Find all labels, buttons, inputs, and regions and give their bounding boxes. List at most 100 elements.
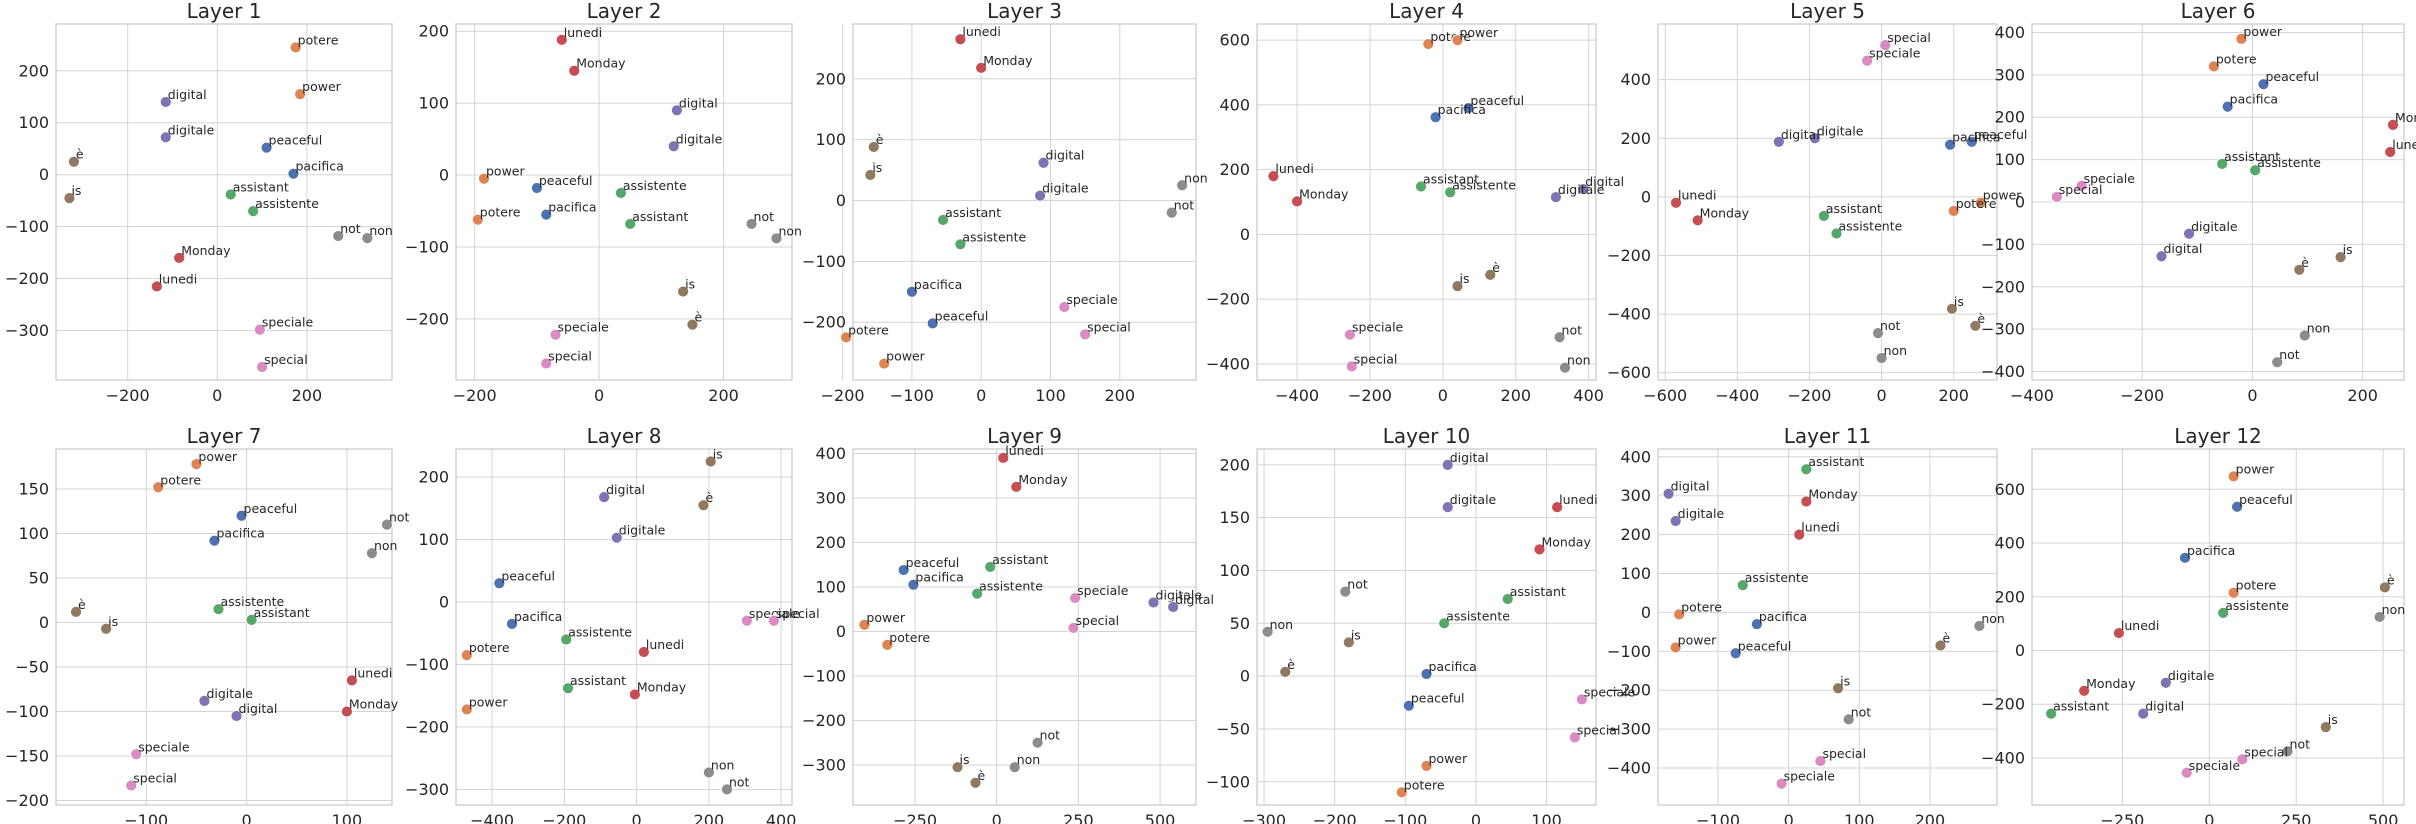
x-tick-label: 0: [976, 386, 986, 405]
x-tick-label: 200: [2347, 386, 2378, 405]
point-label: è: [1287, 657, 1295, 672]
scatter-point: [1484, 268, 1497, 281]
scatter-point: [1501, 593, 1514, 605]
y-tick-label: −100: [5, 217, 49, 236]
point-label: assistente: [623, 178, 687, 193]
scatter-point: [1147, 596, 1160, 609]
panel-title: Layer 10: [1383, 424, 1471, 448]
scatter-point: [150, 280, 163, 293]
scatter-point: [1441, 458, 1454, 471]
point-label: pacifica: [914, 277, 962, 292]
scatter-point: [1165, 206, 1178, 219]
y-tick-label: 600: [1994, 480, 2025, 499]
scatter-point: [1176, 179, 1189, 192]
scatter-point: [1553, 331, 1566, 344]
point-label: potere: [469, 640, 510, 655]
x-tick-label: 500: [1145, 811, 1176, 824]
scatter-point: [1441, 501, 1454, 514]
x-tick-label: 0: [212, 386, 222, 405]
scatter-point: [1817, 210, 1830, 222]
x-tick-label: 0: [992, 811, 1002, 824]
y-tick-label: 0: [1641, 603, 1651, 622]
scatter-point: [493, 577, 506, 590]
panel-layer-1: −200 0 200 −300 −200 −100 0 100 200 Layer 1 potere…: [5, 0, 393, 405]
point-label: not: [1040, 728, 1061, 743]
scatter-point: [1793, 528, 1806, 541]
point-label: assistant: [2224, 149, 2280, 164]
x-tick-label: 0: [632, 811, 642, 824]
scatter-point: [478, 172, 490, 185]
plot-frame: [852, 448, 1197, 806]
y-tick-label: −400: [1981, 748, 2025, 767]
point-label: is: [713, 446, 723, 461]
scatter-point: [1947, 205, 1960, 217]
scatter-point: [1420, 760, 1433, 772]
scatter-point: [1031, 736, 1044, 749]
scatter-point: [954, 33, 967, 46]
scatter-point: [1832, 682, 1844, 695]
point-label: digitale: [1678, 506, 1725, 521]
point-label: pacifica: [514, 609, 562, 624]
point-label: power: [486, 164, 525, 179]
point-label: pacifica: [1759, 609, 1807, 624]
point-label: power: [198, 449, 237, 464]
x-tick-label: 200: [708, 386, 739, 405]
scatter-point: [1814, 755, 1827, 767]
panel-title: Layer 2: [587, 0, 662, 23]
x-tick-label: −600: [1643, 386, 1687, 405]
point-label: potere: [1956, 196, 1997, 211]
point-label: digital: [1781, 127, 1820, 142]
x-tick-label: 200: [292, 386, 323, 405]
point-label: not: [1851, 704, 1872, 719]
y-tick-label: 0: [1240, 667, 1250, 686]
scatter-point: [100, 622, 113, 635]
y-tick-label: −100: [1206, 772, 1250, 791]
point-label: power: [1983, 188, 2022, 203]
y-tick-label: 100: [1620, 564, 1651, 583]
point-label: non: [1270, 617, 1294, 632]
y-tick-label: 0: [2015, 641, 2025, 660]
point-label: peaceful: [1470, 93, 1524, 108]
x-tick-label: 0: [2247, 386, 2257, 405]
scatter-point: [1420, 668, 1433, 680]
scatter-point: [628, 688, 641, 701]
point-label: Monday: [637, 679, 687, 694]
panel-layer-9: −250 0 250 500 −300 −200 −100 0 100 200 300 400 Laye…: [802, 424, 1214, 824]
point-label: pacifica: [1429, 659, 1477, 674]
scatter-point: [1079, 328, 1092, 341]
scatter-point: [1261, 625, 1274, 638]
y-tick-label: 0: [2015, 193, 2025, 212]
scatter-point: [1429, 111, 1442, 124]
scatter-point: [954, 238, 967, 251]
scatter-point: [345, 674, 358, 687]
point-label: is: [1954, 294, 1964, 309]
y-tick-label: −300: [5, 321, 49, 340]
scatter-point: [1775, 777, 1788, 790]
y-tick-label: 100: [418, 530, 449, 549]
point-label: lunedi: [354, 665, 392, 680]
point-label: power: [866, 610, 905, 625]
scatter-point: [2384, 146, 2397, 158]
panel-layer-2: −200 0 200 −200 −100 0 100 200 Layer 2 lunedi Mond…: [405, 0, 802, 405]
scatter-point: [1669, 641, 1682, 654]
panel-layer-11: −100 0 100 200 −400 −300 −200 −100 0 100 200 300 400…: [1607, 424, 2005, 824]
point-label: lunedi: [1801, 520, 1839, 535]
point-label: è: [2301, 255, 2309, 270]
scatter-point: [2373, 611, 2386, 623]
point-label: digitale: [168, 122, 215, 137]
point-label: assistente: [568, 624, 632, 639]
point-label: not: [2290, 736, 2311, 751]
point-label: potere: [298, 32, 339, 47]
scatter-point: [2281, 745, 2294, 758]
point-label: power: [1678, 632, 1717, 647]
scatter-point: [858, 618, 871, 631]
y-tick-label: −50: [15, 658, 49, 677]
scatter-point: [63, 192, 76, 205]
y-tick-label: 200: [1620, 525, 1651, 544]
y-tick-label: 400: [1620, 447, 1651, 466]
scatter-point: [1438, 617, 1451, 630]
point-label: power: [469, 694, 508, 709]
scatter-point: [2257, 78, 2270, 91]
scatter-point: [1670, 196, 1682, 209]
scatter-point: [530, 182, 543, 194]
